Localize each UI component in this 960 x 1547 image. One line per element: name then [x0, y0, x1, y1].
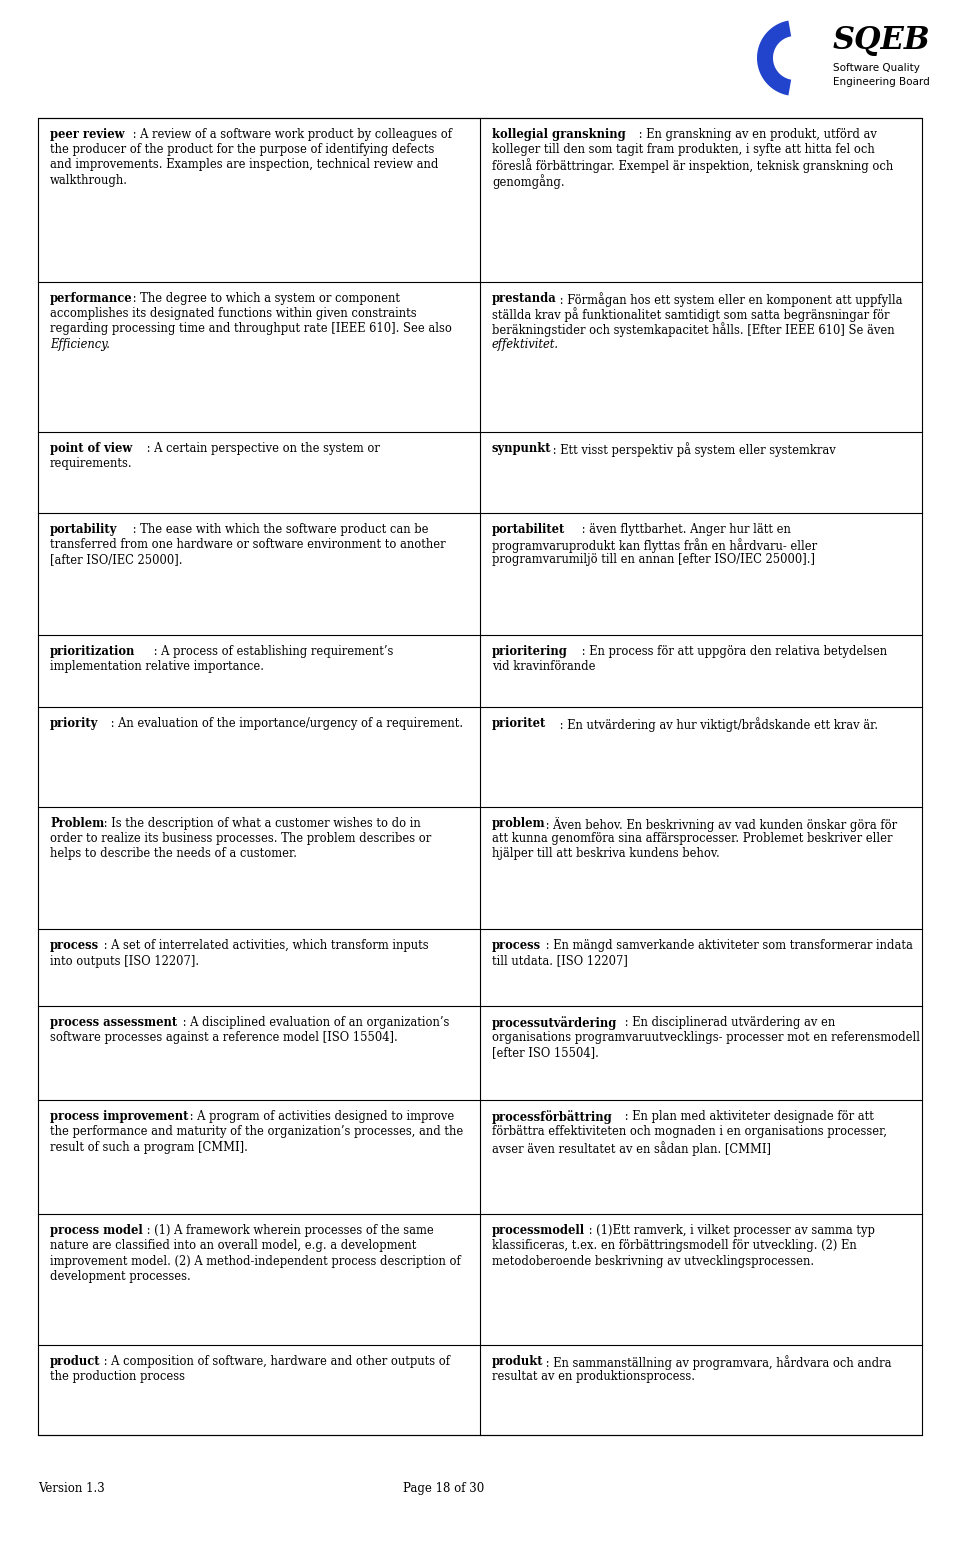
- Text: process: process: [492, 939, 541, 953]
- Text: programvarumiljö till en annan [efter ISO/IEC 25000].]: programvarumiljö till en annan [efter IS…: [492, 552, 815, 566]
- Text: process assessment: process assessment: [50, 1016, 178, 1029]
- Text: portability: portability: [50, 523, 117, 535]
- Text: processutvärdering: processutvärdering: [492, 1016, 617, 1030]
- Text: prestanda: prestanda: [492, 292, 557, 305]
- Text: genomgång.: genomgång.: [492, 173, 564, 189]
- Text: portabilitet: portabilitet: [492, 523, 565, 535]
- Text: result of such a program [CMMI].: result of such a program [CMMI].: [50, 1140, 248, 1154]
- Text: performance: performance: [50, 292, 132, 305]
- Text: into outputs [ISO 12207].: into outputs [ISO 12207].: [50, 954, 199, 967]
- Text: Problem: Problem: [50, 817, 105, 831]
- Text: : A set of interrelated activities, which transform inputs: : A set of interrelated activities, whic…: [100, 939, 429, 953]
- Text: kolleger till den som tagit fram produkten, i syfte att hitta fel och: kolleger till den som tagit fram produkt…: [492, 144, 875, 156]
- Text: vid kravinförande: vid kravinförande: [492, 661, 595, 673]
- Text: Engineering Board: Engineering Board: [833, 77, 929, 87]
- Text: : (1)Ett ramverk, i vilket processer av samma typ: : (1)Ett ramverk, i vilket processer av …: [585, 1224, 875, 1238]
- Text: : Förmågan hos ett system eller en komponent att uppfylla: : Förmågan hos ett system eller en kompo…: [557, 292, 902, 306]
- Text: : A process of establishing requirement’s: : A process of establishing requirement’…: [150, 645, 394, 657]
- Text: implementation relative importance.: implementation relative importance.: [50, 661, 264, 673]
- Text: kollegial granskning: kollegial granskning: [492, 128, 626, 141]
- Text: problem: problem: [492, 817, 545, 831]
- Text: Software Quality: Software Quality: [833, 63, 920, 73]
- Text: klassificeras, t.ex. en förbättringsmodell för utveckling. (2) En: klassificeras, t.ex. en förbättringsmode…: [492, 1239, 856, 1253]
- Text: organisations programvaruutvecklings- processer mot en referensmodell: organisations programvaruutvecklings- pr…: [492, 1030, 920, 1044]
- Text: priority: priority: [50, 718, 98, 730]
- Text: programvaruprodukt kan flyttas från en hårdvaru- eller: programvaruprodukt kan flyttas från en h…: [492, 538, 817, 552]
- Text: : The ease with which the software product can be: : The ease with which the software produ…: [129, 523, 428, 535]
- Text: avser även resultatet av en sådan plan. [CMMI]: avser även resultatet av en sådan plan. …: [492, 1140, 771, 1156]
- Text: produkt: produkt: [492, 1355, 543, 1368]
- Text: the performance and maturity of the organization’s processes, and the: the performance and maturity of the orga…: [50, 1125, 464, 1139]
- Polygon shape: [757, 20, 791, 96]
- Text: metodoberoende beskrivning av utvecklingsprocessen.: metodoberoende beskrivning av utveckling…: [492, 1255, 814, 1267]
- Text: prioritization: prioritization: [50, 645, 135, 657]
- Text: beräkningstider och systemkapacitet hålls. [Efter IEEE 610] Se även: beräkningstider och systemkapacitet håll…: [492, 322, 895, 337]
- Text: : A review of a software work product by colleagues of: : A review of a software work product by…: [129, 128, 451, 141]
- Text: : En mängd samverkande aktiviteter som transformerar indata: : En mängd samverkande aktiviteter som t…: [542, 939, 913, 953]
- Text: peer review: peer review: [50, 128, 125, 141]
- Text: accomplishes its designated functions within given constraints: accomplishes its designated functions wi…: [50, 308, 417, 320]
- Text: the producer of the product for the purpose of identifying defects: the producer of the product for the purp…: [50, 144, 434, 156]
- Text: process model: process model: [50, 1224, 143, 1238]
- Text: prioritet: prioritet: [492, 718, 546, 730]
- Text: and improvements. Examples are inspection, technical review and: and improvements. Examples are inspectio…: [50, 158, 439, 172]
- Text: : Is the description of what a customer wishes to do in: : Is the description of what a customer …: [100, 817, 420, 831]
- Text: : En utvärdering av hur viktigt/brådskande ett krav är.: : En utvärdering av hur viktigt/brådskan…: [557, 718, 878, 732]
- Text: : A disciplined evaluation of an organization’s: : A disciplined evaluation of an organiz…: [179, 1016, 449, 1029]
- Text: order to realize its business processes. The problem describes or: order to realize its business processes.…: [50, 832, 431, 845]
- Text: [efter ISO 15504].: [efter ISO 15504].: [492, 1046, 599, 1060]
- Text: prioritering: prioritering: [492, 645, 568, 657]
- Text: improvement model. (2) A method-independent process description of: improvement model. (2) A method-independ…: [50, 1255, 461, 1267]
- Text: processförbättring: processförbättring: [492, 1111, 612, 1125]
- Text: Efficiency.: Efficiency.: [50, 337, 109, 351]
- Text: förbättra effektiviteten och mognaden i en organisations processer,: förbättra effektiviteten och mognaden i …: [492, 1125, 887, 1139]
- Text: transferred from one hardware or software environment to another: transferred from one hardware or softwar…: [50, 538, 445, 551]
- Text: föreslå förbättringar. Exempel är inspektion, teknisk granskning och: föreslå förbättringar. Exempel är inspek…: [492, 158, 893, 173]
- Text: process: process: [50, 939, 99, 953]
- Text: ställda krav på funktionalitet samtidigt som satta begränsningar för: ställda krav på funktionalitet samtidigt…: [492, 308, 890, 322]
- Text: processmodell: processmodell: [492, 1224, 586, 1238]
- Text: nature are classified into an overall model, e.g. a development: nature are classified into an overall mo…: [50, 1239, 417, 1253]
- Text: : A certain perspective on the system or: : A certain perspective on the system or: [143, 442, 380, 455]
- Text: synpunkt: synpunkt: [492, 442, 551, 455]
- Text: point of view: point of view: [50, 442, 132, 455]
- Text: software processes against a reference model [ISO 15504].: software processes against a reference m…: [50, 1030, 397, 1044]
- Text: : The degree to which a system or component: : The degree to which a system or compon…: [129, 292, 399, 305]
- Text: : även flyttbarhet. Anger hur lätt en: : även flyttbarhet. Anger hur lätt en: [578, 523, 791, 535]
- Text: Page 18 of 30: Page 18 of 30: [403, 1482, 485, 1494]
- Text: SQEB: SQEB: [833, 25, 930, 56]
- Text: resultat av en produktionsprocess.: resultat av en produktionsprocess.: [492, 1371, 695, 1383]
- Text: : En plan med aktiviteter designade för att: : En plan med aktiviteter designade för …: [621, 1111, 874, 1123]
- Text: : An evaluation of the importance/urgency of a requirement.: : An evaluation of the importance/urgenc…: [108, 718, 464, 730]
- Text: : En process för att uppgöra den relativa betydelsen: : En process för att uppgöra den relativ…: [578, 645, 887, 657]
- Text: walkthrough.: walkthrough.: [50, 173, 128, 187]
- Text: effektivitet.: effektivitet.: [492, 337, 559, 351]
- Text: hjälper till att beskriva kundens behov.: hjälper till att beskriva kundens behov.: [492, 848, 720, 860]
- Text: : Även behov. En beskrivning av vad kunden önskar göra för: : Även behov. En beskrivning av vad kund…: [542, 817, 898, 832]
- Text: development processes.: development processes.: [50, 1270, 191, 1282]
- Text: att kunna genomföra sina affärsprocesser. Problemet beskriver eller: att kunna genomföra sina affärsprocesser…: [492, 832, 893, 845]
- Text: Version 1.3: Version 1.3: [38, 1482, 105, 1494]
- Text: : En disciplinerad utvärdering av en: : En disciplinerad utvärdering av en: [621, 1016, 835, 1029]
- Text: : En granskning av en produkt, utförd av: : En granskning av en produkt, utförd av: [635, 128, 876, 141]
- Bar: [38, 118, 922, 1436]
- Text: : Ett visst perspektiv på system eller systemkrav: : Ett visst perspektiv på system eller s…: [549, 442, 836, 456]
- Text: helps to describe the needs of a customer.: helps to describe the needs of a custome…: [50, 848, 297, 860]
- Text: product: product: [50, 1355, 101, 1368]
- Text: : En sammanställning av programvara, hårdvara och andra: : En sammanställning av programvara, hår…: [542, 1355, 892, 1369]
- Text: : A composition of software, hardware and other outputs of: : A composition of software, hardware an…: [100, 1355, 450, 1368]
- Text: requirements.: requirements.: [50, 458, 132, 470]
- Text: process improvement: process improvement: [50, 1111, 188, 1123]
- Text: [after ISO/IEC 25000].: [after ISO/IEC 25000].: [50, 552, 182, 566]
- Text: the production process: the production process: [50, 1371, 185, 1383]
- Text: : (1) A framework wherein processes of the same: : (1) A framework wherein processes of t…: [143, 1224, 434, 1238]
- Text: : A program of activities designed to improve: : A program of activities designed to im…: [186, 1111, 454, 1123]
- Text: regarding processing time and throughput rate [IEEE 610]. See also: regarding processing time and throughput…: [50, 322, 452, 336]
- Text: till utdata. [ISO 12207]: till utdata. [ISO 12207]: [492, 954, 628, 967]
